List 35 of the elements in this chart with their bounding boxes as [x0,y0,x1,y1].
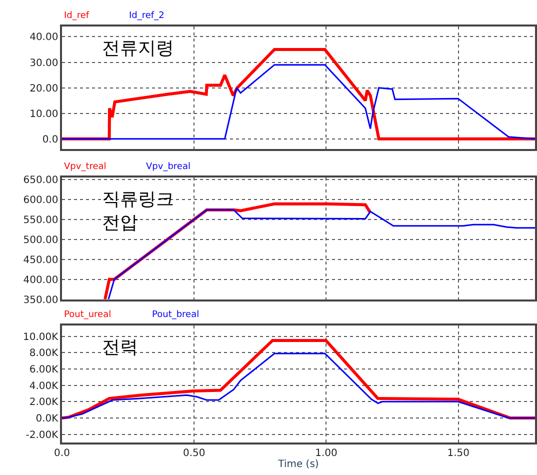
y-tick-label: 350.00 [23,294,58,306]
text: Pout_breal [152,310,200,320]
y-tick-label: 0.0K [36,413,59,424]
y-tick-label: 650.00 [23,175,58,186]
y-tick-label: 10.00 [30,108,58,120]
text: Id_ref_2 [129,11,164,21]
y-tick-label: 2.00K [29,397,59,408]
y-tick-label: 0.0 [42,134,58,146]
y-tick-label: -2.00K [26,430,59,441]
y-tick-label: 500.00 [23,234,58,246]
x-tick-label: 0.50 [182,448,206,460]
y-tick-label: 6.00K [29,364,59,376]
text: Pout_ureal [64,310,112,320]
annotation: 직류링크 전압 [102,189,174,234]
x-tick-label: 0.0 [54,448,70,460]
y-tick-label: 4.00K [29,380,59,392]
annotation: 전력 [102,337,138,358]
y-tick-label: 30.00 [30,58,58,69]
x-tick-label: 1.00 [315,448,338,460]
annotation: 전류지령 [102,38,174,59]
y-tick-label: 8.00K [29,348,59,360]
line-series [62,64,535,140]
x-tick-label: 1.50 [447,448,470,460]
y-tick-label: 450.00 [23,254,58,266]
y-tick-label: 20.00 [30,83,58,94]
y-tick-label: 550.00 [23,214,58,226]
y-tick-label: 400.00 [23,274,58,286]
text: Id_ref [64,11,90,21]
line-series [62,338,535,420]
y-tick-label: 600.00 [23,195,58,206]
text: Vpv_treal [64,162,106,172]
x-axis-title: Time (s) [277,459,319,470]
y-tick-label: 10.00K [23,332,59,343]
y-tick-label: 40.00 [30,32,58,44]
text: Vpv_breal [146,162,190,172]
